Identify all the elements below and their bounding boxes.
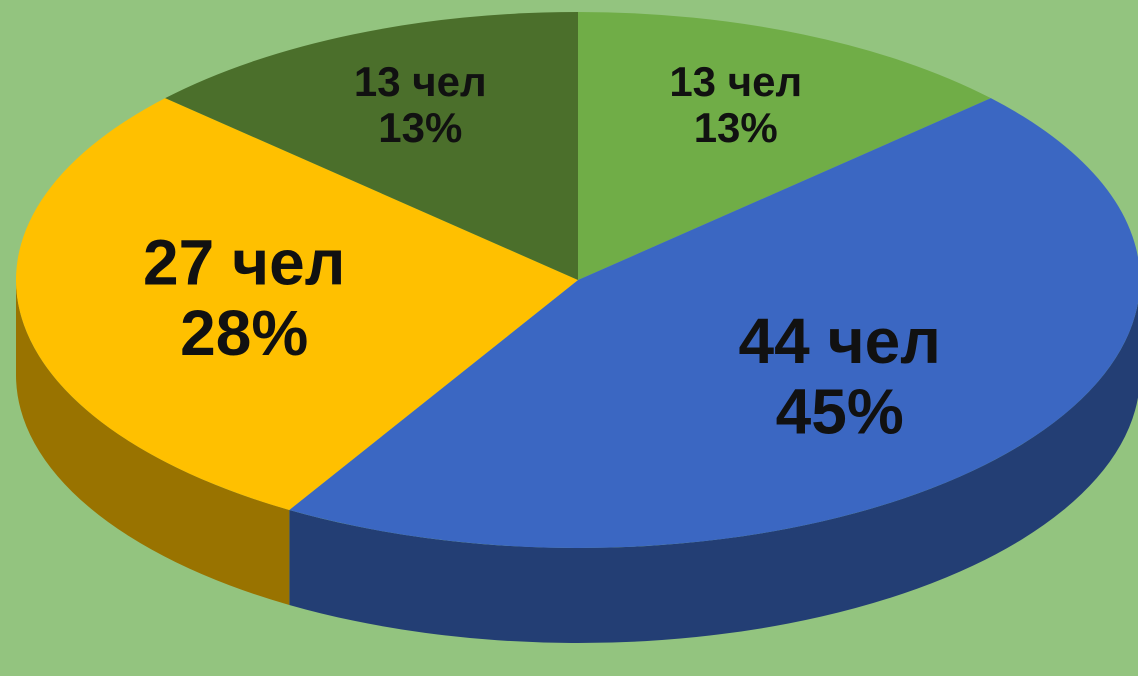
slice (289, 98, 1138, 548)
count-label: 13 чел (669, 58, 802, 105)
count-label: 44 чел (739, 305, 941, 377)
count-label: 27 чел (143, 227, 345, 299)
data-label: 27 чел 28% (143, 227, 345, 369)
percent-label: 45% (776, 375, 904, 447)
percent-label: 13% (378, 104, 462, 151)
slice (165, 12, 578, 280)
percent-label: 28% (180, 297, 308, 369)
data-label: 13 чел 13% (354, 58, 487, 151)
count-label: 13 чел (354, 58, 487, 105)
percent-label: 13% (694, 104, 778, 151)
slice (578, 12, 991, 280)
data-label: 13 чел 13% (669, 58, 802, 151)
data-label: 44 чел 45% (739, 305, 941, 447)
slice-side (289, 302, 1138, 643)
slice (15, 98, 578, 510)
slice-side (16, 280, 290, 605)
